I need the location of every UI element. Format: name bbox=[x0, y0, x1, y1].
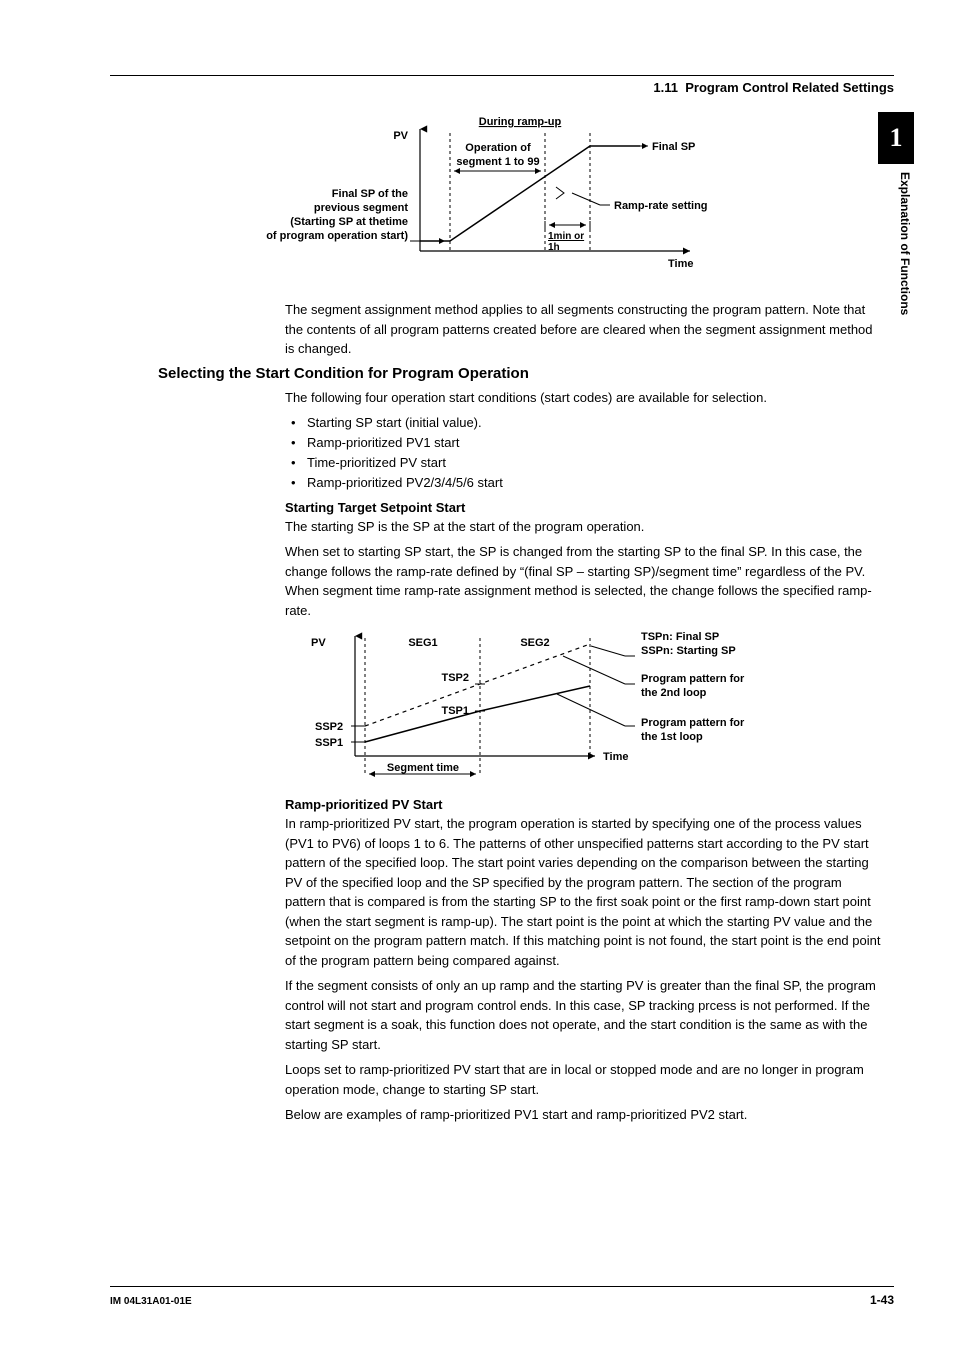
sub1-p1: The starting SP is the SP at the start o… bbox=[285, 517, 884, 537]
sub2-p1: In ramp-prioritized PV start, the progra… bbox=[285, 814, 884, 970]
footer-doc-id: IM 04L31A01-01E bbox=[110, 1296, 192, 1307]
fig2-pat1a: Program pattern for bbox=[641, 717, 745, 729]
fig2-ssp1: SSP1 bbox=[315, 737, 343, 749]
fig2-tsp2: TSP2 bbox=[441, 672, 469, 684]
fig2-time: Time bbox=[603, 751, 628, 763]
fig2-pat2b: the 2nd loop bbox=[641, 687, 707, 699]
header-rule bbox=[110, 75, 894, 76]
fig1-top-label: During ramp-up bbox=[479, 116, 562, 128]
figure-segments: PV Time SSP2 SSP1 TSP2 TSP1 bbox=[285, 626, 884, 791]
fig2-tsp1: TSP1 bbox=[441, 705, 469, 717]
chapter-tab: 1 bbox=[878, 112, 914, 164]
fig1-ramprate: Ramp-rate setting bbox=[614, 200, 708, 212]
fig1-left4: of program operation start) bbox=[266, 230, 408, 242]
fig2-seg1: SEG1 bbox=[408, 637, 437, 649]
header-section-number: 1.11 bbox=[653, 80, 678, 95]
footer-page-number: 1-43 bbox=[870, 1293, 894, 1307]
page-header: 1.11 Program Control Related Settings bbox=[110, 80, 894, 95]
fig1-time-label: Time bbox=[668, 258, 693, 270]
footer-rule bbox=[110, 1286, 894, 1287]
fig1-op1: Operation of bbox=[465, 142, 531, 154]
section-heading: Selecting the Start Condition for Progra… bbox=[158, 365, 894, 382]
fig1-tu1: 1min or bbox=[548, 231, 584, 242]
fig2-pat1b: the 1st loop bbox=[641, 731, 703, 743]
sub2-p2: If the segment consists of only an up ra… bbox=[285, 976, 884, 1054]
sub2-p3: Loops set to ramp-prioritized PV start t… bbox=[285, 1060, 884, 1099]
bullet-item: Ramp-prioritized PV2/3/4/5/6 start bbox=[285, 473, 884, 493]
fig2-pv: PV bbox=[311, 637, 326, 649]
bullet-list: Starting SP start (initial value). Ramp-… bbox=[285, 413, 884, 494]
fig1-left2: previous segment bbox=[314, 202, 408, 214]
figure-ramp-up: During ramp-up PV Time Final SP Ramp-rat… bbox=[250, 111, 894, 286]
fig2-pat2a: Program pattern for bbox=[641, 673, 745, 685]
sub1-heading: Starting Target Setpoint Start bbox=[285, 500, 884, 515]
sub1-p2: When set to starting SP start, the SP is… bbox=[285, 542, 884, 620]
sub2-p4: Below are examples of ramp-prioritized P… bbox=[285, 1105, 884, 1125]
chapter-side-label: Explanation of Functions bbox=[898, 172, 912, 315]
header-section-title: Program Control Related Settings bbox=[685, 80, 894, 95]
para-after-fig1: The segment assignment method applies to… bbox=[285, 300, 884, 359]
fig2-sspn: SSPn: Starting SP bbox=[641, 645, 736, 657]
bullet-item: Starting SP start (initial value). bbox=[285, 413, 884, 433]
fig2-tspn: TSPn: Final SP bbox=[641, 631, 719, 643]
intro-line: The following four operation start condi… bbox=[285, 388, 884, 408]
fig2-seg2: SEG2 bbox=[520, 637, 549, 649]
sub2-heading: Ramp-prioritized PV Start bbox=[285, 797, 884, 812]
fig1-op2: segment 1 to 99 bbox=[456, 156, 539, 168]
fig1-pv-label: PV bbox=[393, 130, 408, 142]
fig1-left1: Final SP of the bbox=[332, 188, 408, 200]
bullet-item: Time-prioritized PV start bbox=[285, 453, 884, 473]
fig1-final-sp: Final SP bbox=[652, 141, 695, 153]
fig2-segtime: Segment time bbox=[387, 762, 459, 774]
fig2-ssp2: SSP2 bbox=[315, 721, 343, 733]
fig1-tu2: 1h bbox=[548, 242, 560, 253]
bullet-item: Ramp-prioritized PV1 start bbox=[285, 433, 884, 453]
fig1-left3: (Starting SP at thetime bbox=[290, 216, 408, 228]
